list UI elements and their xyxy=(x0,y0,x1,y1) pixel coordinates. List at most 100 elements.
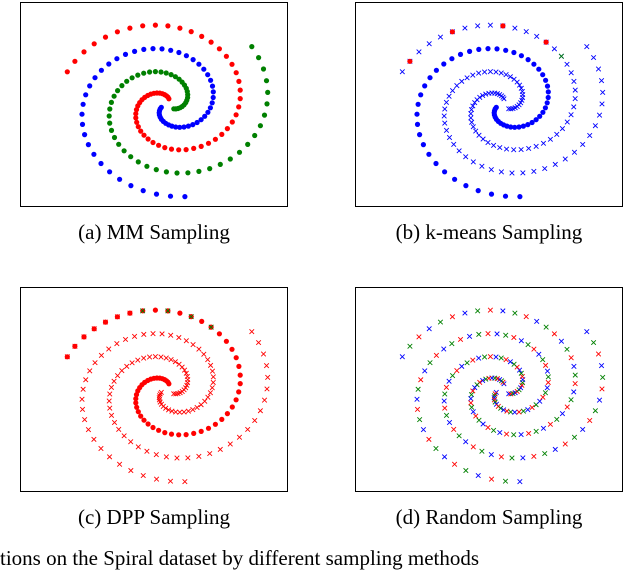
scatter-point xyxy=(91,41,97,47)
scatter-point xyxy=(202,398,208,404)
scatter-point xyxy=(107,106,113,112)
scatter-point xyxy=(224,126,230,132)
highlight-point xyxy=(102,319,109,325)
scatter-point xyxy=(156,395,162,401)
scatter-point xyxy=(512,25,518,31)
scatter-point xyxy=(128,467,134,474)
scatter-point xyxy=(172,74,178,80)
scatter-point xyxy=(520,408,527,414)
scatter-point xyxy=(106,398,112,404)
scatter-point xyxy=(83,92,89,98)
scatter-point xyxy=(223,53,229,59)
scatter-point xyxy=(414,111,420,117)
scatter-point xyxy=(470,124,476,130)
scatter-point xyxy=(205,72,211,78)
scatter-point xyxy=(490,427,497,433)
scatter-point xyxy=(260,351,267,357)
scatter-point xyxy=(441,398,447,404)
scatter-point xyxy=(487,69,494,75)
scatter-point xyxy=(470,72,476,78)
scatter-point xyxy=(168,332,174,338)
scatter-point xyxy=(191,145,197,151)
scatter-point xyxy=(487,307,494,313)
scatter-point xyxy=(92,75,98,81)
scatter-point xyxy=(449,87,456,94)
scatter-point xyxy=(503,356,509,363)
scatter-point xyxy=(92,360,98,366)
scatter-point xyxy=(209,368,216,374)
scatter-point xyxy=(264,386,270,392)
scatter-point xyxy=(598,363,605,369)
scatter-point xyxy=(140,472,146,479)
scatter-point xyxy=(517,194,523,200)
scatter-point xyxy=(500,407,507,413)
scatter-point xyxy=(545,379,551,386)
scatter-point xyxy=(479,448,485,454)
scatter-point xyxy=(511,432,517,438)
scatter-point xyxy=(476,331,482,338)
scatter-point xyxy=(511,76,517,82)
scatter-point xyxy=(529,404,535,411)
scatter-point xyxy=(236,363,242,369)
scatter-point xyxy=(534,318,540,324)
scatter-point xyxy=(507,74,513,80)
scatter-point xyxy=(108,127,115,133)
scatter-point xyxy=(198,428,204,434)
scatter-point xyxy=(454,82,460,89)
scatter-point xyxy=(599,386,605,392)
highlight-point xyxy=(127,310,133,316)
scatter-point xyxy=(462,310,468,316)
scatter-point xyxy=(520,123,526,129)
scatter-point xyxy=(217,161,223,167)
scatter-point xyxy=(245,141,251,147)
scatter-point xyxy=(198,143,204,149)
scatter-point xyxy=(265,89,271,95)
scatter-point xyxy=(209,83,216,89)
scatter-point xyxy=(476,132,482,138)
scatter-point xyxy=(263,363,270,369)
scatter-point xyxy=(165,23,171,29)
scatter-point xyxy=(544,83,551,89)
scatter-point xyxy=(163,405,169,411)
scatter-point xyxy=(480,136,486,142)
scatter-point xyxy=(446,134,453,141)
panel-kmeans-sampling xyxy=(355,2,623,207)
scatter-point xyxy=(414,396,420,402)
scatter-point xyxy=(415,101,421,107)
highlight-point xyxy=(449,29,455,35)
scatter-point xyxy=(587,132,593,139)
scatter-point xyxy=(493,69,499,75)
scatter-point xyxy=(255,339,262,346)
scatter-point xyxy=(449,314,456,320)
scatter-point xyxy=(544,368,551,374)
scatter-point xyxy=(442,405,448,411)
scatter-point xyxy=(122,51,129,58)
scatter-point xyxy=(525,342,531,348)
scatter-point xyxy=(119,367,125,374)
scatter-point xyxy=(201,351,207,357)
scatter-point xyxy=(518,431,524,438)
scatter-point xyxy=(399,354,405,360)
caption-c: (c) DPP Sampling xyxy=(77,505,231,529)
scatter-point xyxy=(196,453,202,459)
scatter-point xyxy=(205,357,211,363)
scatter-point xyxy=(503,71,509,78)
highlight-point xyxy=(81,334,87,340)
scatter-point xyxy=(85,427,92,433)
highlight-point xyxy=(188,314,194,320)
scatter-point xyxy=(467,48,473,55)
scatter-point xyxy=(184,373,190,380)
scatter-point xyxy=(182,478,188,485)
scatter-point xyxy=(497,429,503,436)
scatter-point xyxy=(596,397,603,403)
scatter-point xyxy=(446,93,452,99)
scatter-point xyxy=(210,379,216,386)
scatter-point xyxy=(486,375,492,381)
scatter-point xyxy=(107,405,113,411)
scatter-point xyxy=(552,161,558,168)
scatter-point xyxy=(124,78,130,84)
scatter-point xyxy=(146,354,153,360)
scatter-point xyxy=(443,384,450,391)
scatter-point xyxy=(236,149,243,155)
scatter-point xyxy=(469,404,475,410)
